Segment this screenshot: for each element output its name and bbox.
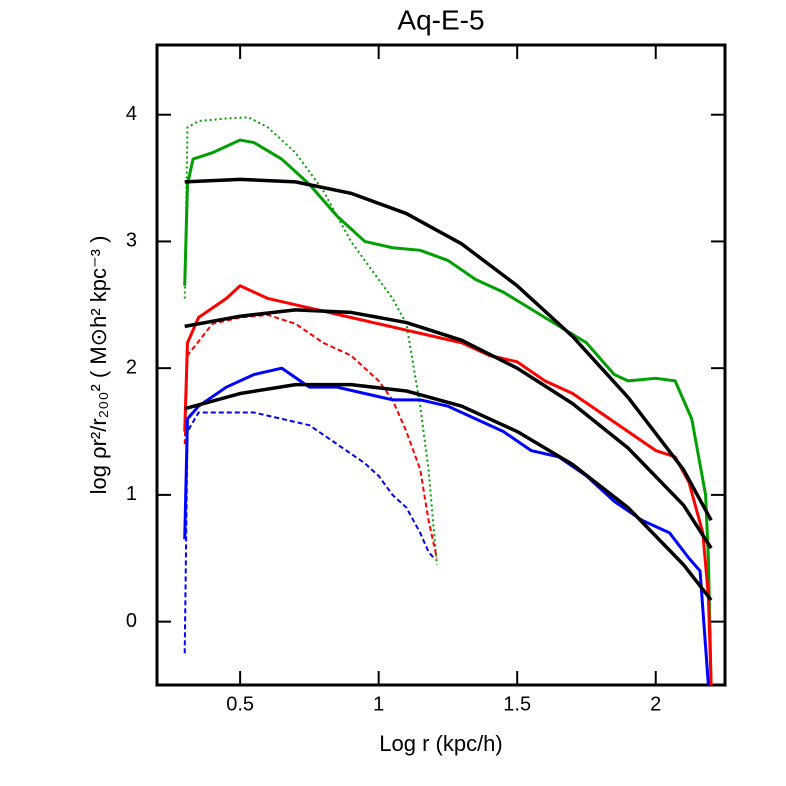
- x-tick-label: 0.5: [226, 693, 254, 715]
- data-line: [184, 382, 713, 602]
- data-line: [184, 308, 713, 550]
- y-tick-label: 2: [126, 356, 137, 378]
- data-line: [183, 284, 713, 685]
- y-tick-label: 1: [126, 483, 137, 505]
- data-line: [184, 177, 713, 522]
- data-line: [183, 366, 710, 685]
- y-tick-label: 3: [126, 230, 137, 252]
- y-tick-label: 4: [126, 103, 137, 125]
- x-tick-label: 1: [373, 693, 384, 715]
- data-line: [183, 138, 713, 685]
- data-line: [183, 411, 435, 654]
- y-tick-label: 0: [126, 610, 137, 632]
- x-tick-label: 1.5: [503, 693, 531, 715]
- x-tick-label: 2: [650, 693, 661, 715]
- chart-title: Aq-E-5: [397, 4, 484, 35]
- data-line: [183, 313, 438, 559]
- plot-area: [183, 116, 713, 685]
- y-axis-label: log ρr²/r₂₀₀² ( M⊙h² kpc⁻³ ): [86, 236, 111, 495]
- plot-frame: [155, 43, 727, 687]
- x-axis-label: Log r (kpc/h): [379, 731, 503, 756]
